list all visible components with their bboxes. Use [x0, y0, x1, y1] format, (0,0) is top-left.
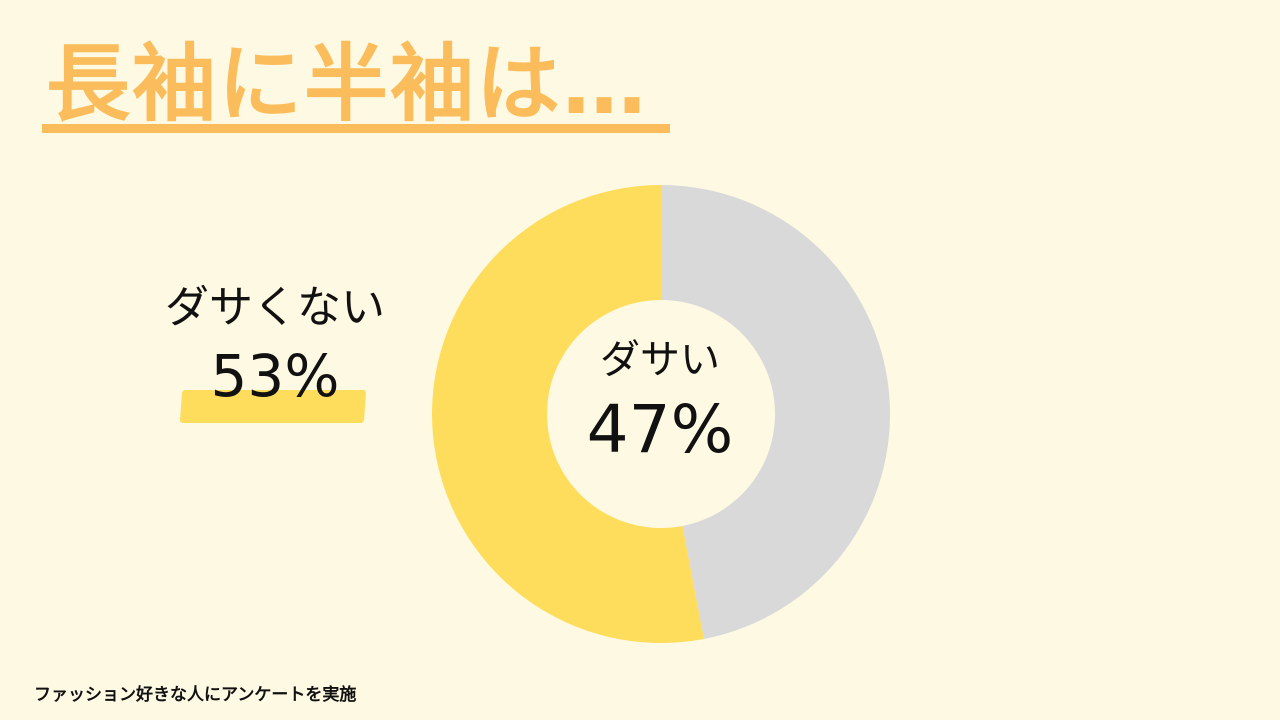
- category-label-dasai: ダサい: [600, 337, 720, 383]
- donut-slice-dasakunai: [432, 185, 704, 643]
- donut-slice-dasai: [661, 185, 891, 639]
- value-label-dasakunai: 53%: [210, 342, 340, 410]
- category-label-dasakunai: ダサくない: [165, 282, 385, 333]
- value-label-dasai: 47%: [586, 391, 734, 468]
- label-dasai: ダサい 47%: [560, 332, 760, 472]
- footnote: ファッション好きな人にアンケートを実施: [34, 685, 357, 705]
- title-underline: [42, 124, 670, 133]
- page-title: 長袖に半袖は…: [46, 35, 649, 133]
- label-dasakunai: ダサくない 53%: [150, 278, 400, 414]
